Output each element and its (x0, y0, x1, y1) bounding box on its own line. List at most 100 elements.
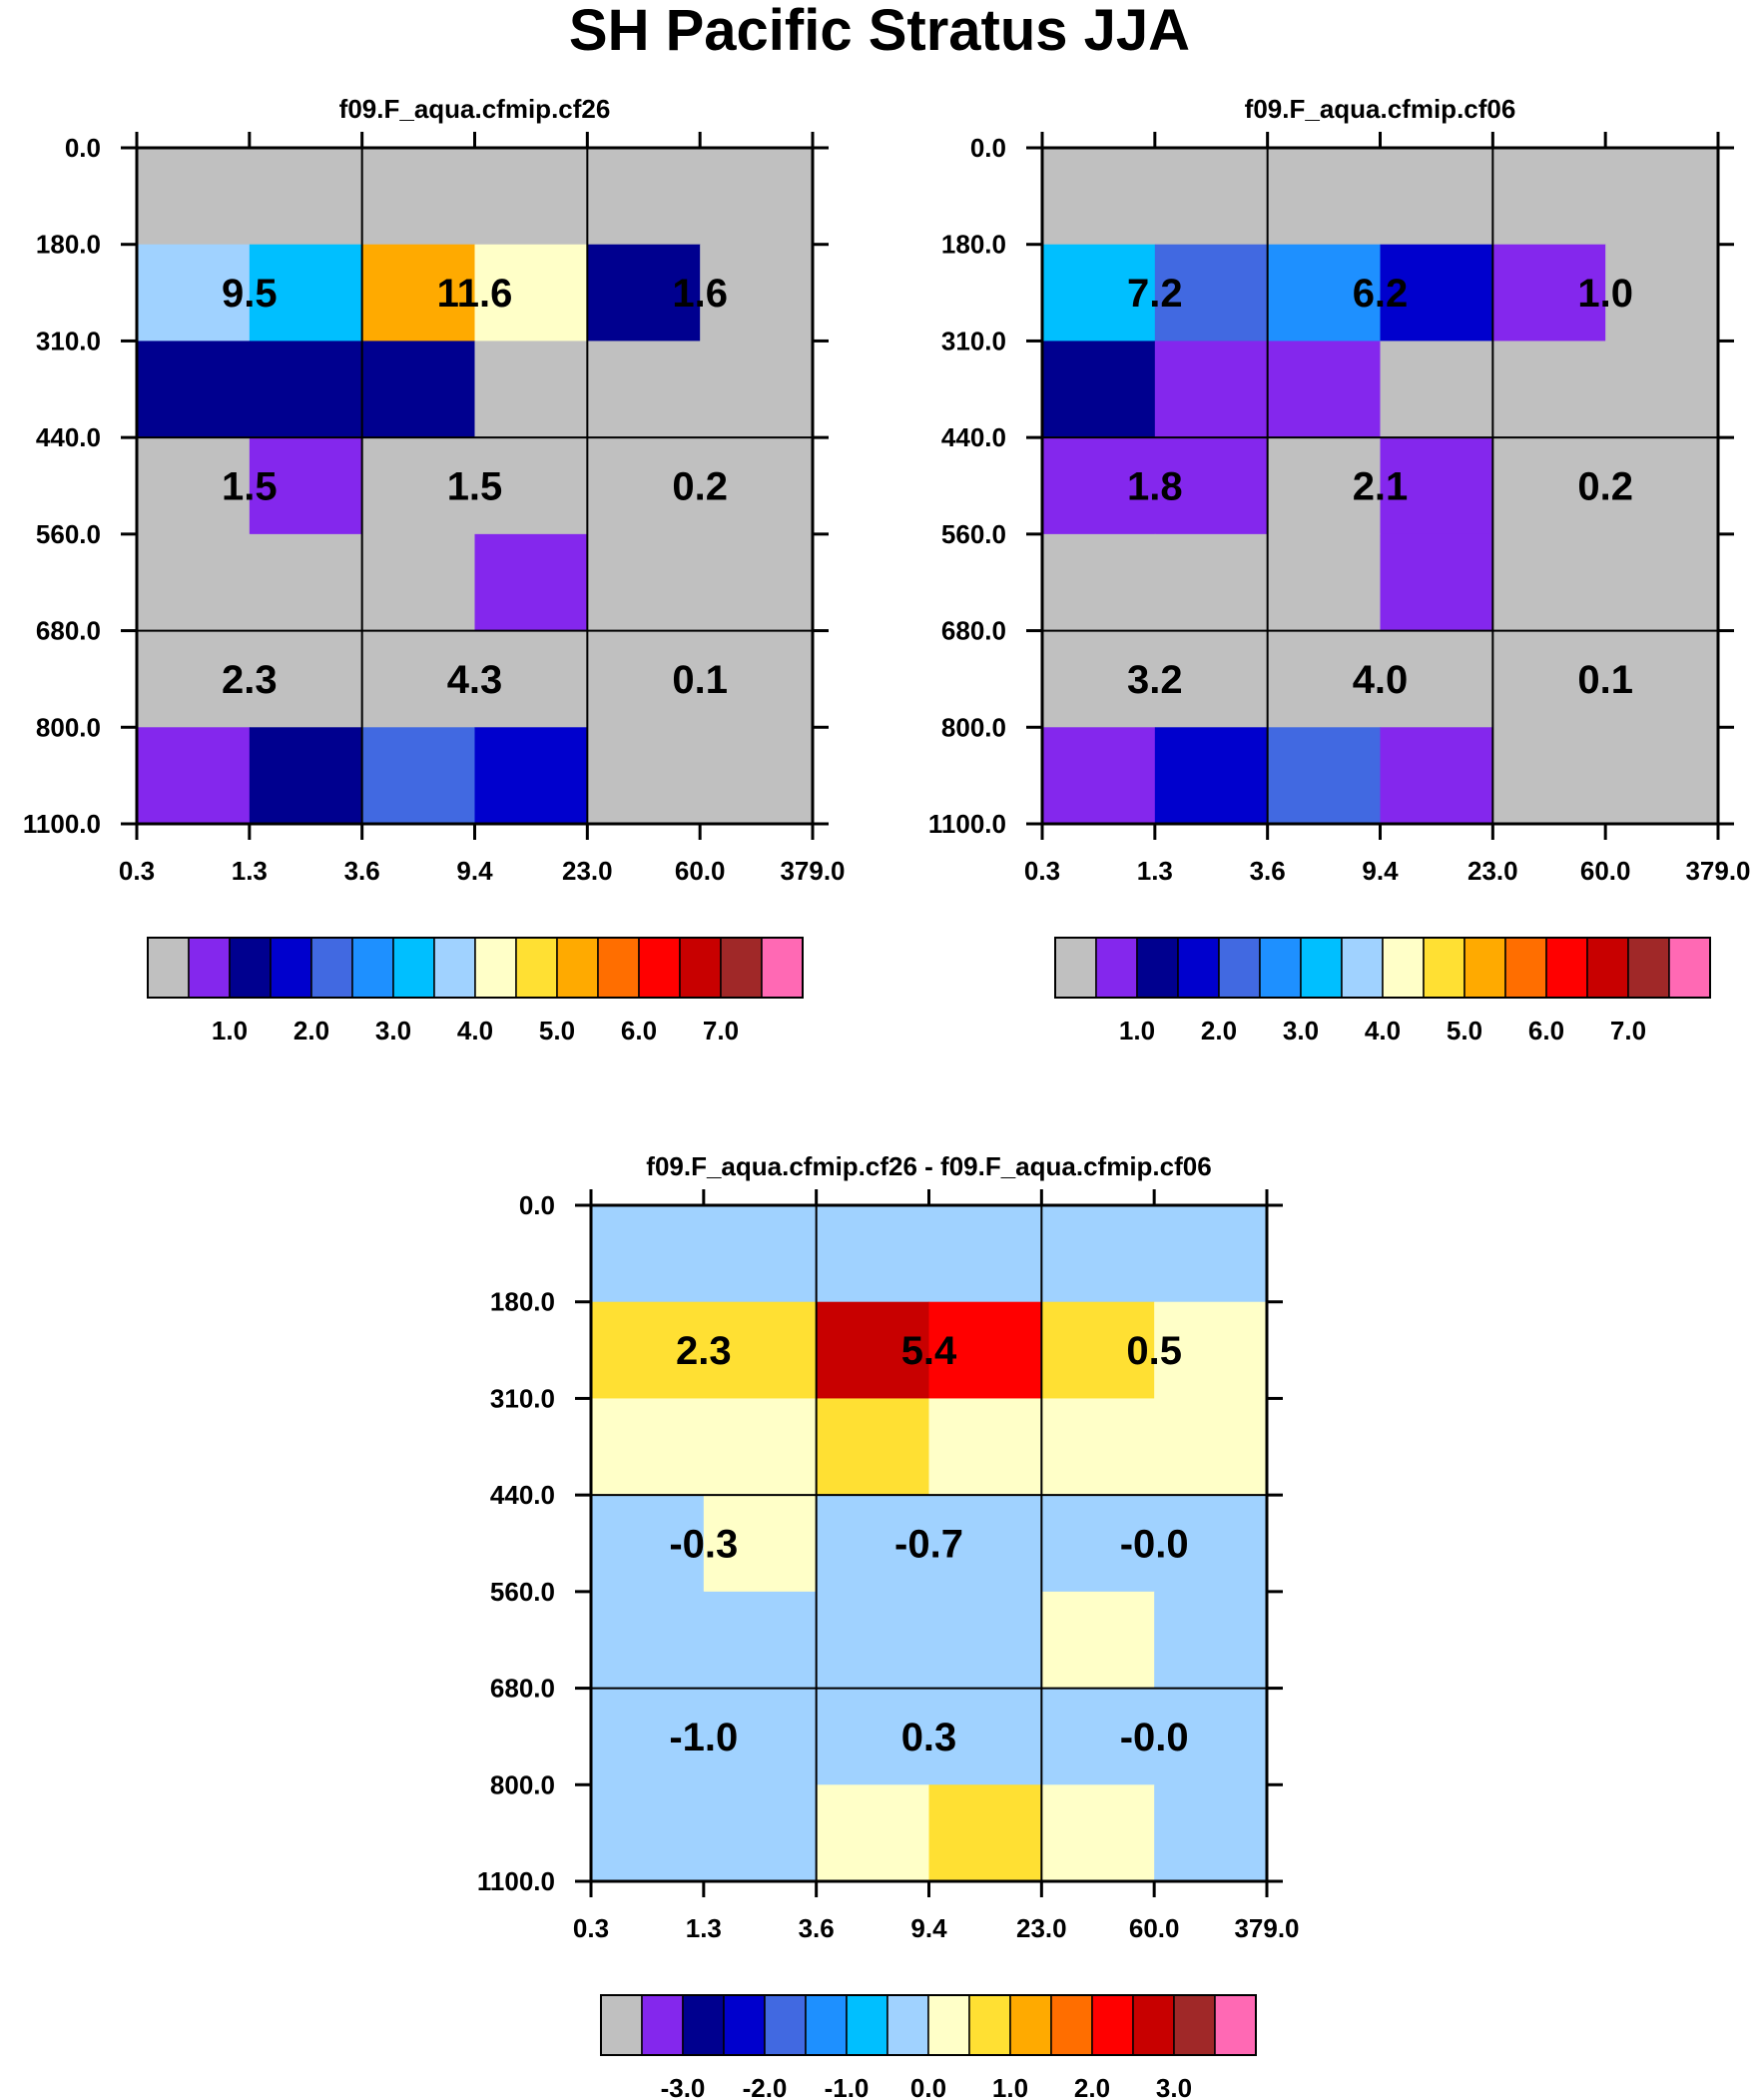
colorbar-swatch (1095, 937, 1138, 999)
heatmap-cell (249, 437, 363, 535)
heatmap-cell (1605, 437, 1719, 535)
panel-title: f09.F_aqua.cfmip.cf26 - f09.F_aqua.cfmip… (646, 1151, 1211, 1181)
heatmap-cell (1492, 244, 1606, 343)
heatmap-cell (1267, 630, 1382, 728)
colorbar-swatch (392, 937, 435, 999)
cell-value-label: 2.3 (676, 1329, 732, 1373)
cell-value-label: 0.5 (1126, 1329, 1182, 1373)
y-tick-label: 800.0 (941, 712, 1006, 742)
heatmap-cell (361, 630, 476, 728)
heatmap-cell (700, 341, 814, 438)
cell-value-label: 3.2 (1127, 658, 1183, 702)
cell-value-label: 1.5 (222, 465, 278, 509)
y-tick-label: 680.0 (36, 616, 101, 646)
heatmap-cell (816, 1784, 930, 1882)
colorbar-label: -2.0 (743, 2073, 788, 2100)
y-tick-label: 0.0 (65, 133, 101, 163)
heatmap-cell (1041, 1301, 1155, 1400)
heatmap-cell (703, 1495, 818, 1593)
y-tick-label: 1100.0 (477, 1866, 555, 1896)
colorbar-swatch (1218, 937, 1261, 999)
heatmap-cell (1380, 630, 1493, 728)
heatmap-cell (587, 148, 701, 246)
heatmap-cell (1267, 148, 1382, 246)
cell-value-label: 11.6 (437, 272, 513, 316)
y-tick-label: 0.0 (519, 1190, 555, 1220)
colorbar-frame (1054, 937, 1711, 999)
heatmap-cell (1267, 727, 1382, 825)
heatmap-cell (249, 341, 363, 438)
heatmap-cell (1492, 148, 1606, 246)
heatmap-cell (1267, 533, 1382, 632)
heatmap-cell (137, 727, 251, 825)
heatmap-cell (816, 1495, 930, 1593)
heatmap-cell (249, 244, 363, 343)
colorbar-swatch (679, 937, 722, 999)
heatmap-cell (703, 1591, 818, 1690)
x-tick-label: 1.3 (1137, 856, 1173, 886)
colorbar-label: 3.0 (1156, 2073, 1192, 2100)
heatmap-cell (1492, 437, 1606, 535)
colorbar-label: 2.0 (293, 1016, 329, 1046)
heatmap-cell (1042, 437, 1156, 535)
heatmap-cell (1154, 148, 1269, 246)
heatmap-cell (591, 1398, 705, 1496)
colorbar-swatch (433, 937, 476, 999)
colorbar-swatch (1091, 1994, 1134, 2056)
heatmap-cell (1605, 727, 1719, 825)
cell-value-label: 5.4 (901, 1329, 957, 1373)
y-tick-label: 440.0 (36, 422, 101, 452)
colorbar-swatch (886, 1994, 929, 2056)
heatmap-cell (928, 1784, 1042, 1882)
x-tick-label: 0.3 (1024, 856, 1060, 886)
colorbar-label: 4.0 (457, 1016, 493, 1046)
heatmap-cell (587, 630, 701, 728)
heatmap-cell (1605, 341, 1719, 438)
heatmap-cell (700, 148, 814, 246)
chart-panel-3: f09.F_aqua.cfmip.cf26 - f09.F_aqua.cfmip… (477, 1151, 1300, 2100)
heatmap-cell (928, 1205, 1042, 1303)
colorbar-swatch (1545, 937, 1588, 999)
heatmap-cell (703, 1398, 818, 1496)
colorbar-label: -3.0 (661, 2073, 706, 2100)
colorbar-swatch (968, 1994, 1011, 2056)
heatmap-cell (1041, 1591, 1155, 1690)
colorbar-swatch (682, 1994, 725, 2056)
y-tick-label: 1100.0 (928, 809, 1006, 839)
x-tick-label: 3.6 (1250, 856, 1286, 886)
x-tick-label: 9.4 (1362, 856, 1399, 886)
heatmap-cell (587, 437, 701, 535)
x-tick-label: 3.6 (344, 856, 380, 886)
colorbar-swatch (556, 937, 599, 999)
colorbar-label: 7.0 (703, 1016, 739, 1046)
heatmap-cell (1605, 244, 1719, 343)
colorbar-swatch (1177, 937, 1220, 999)
heatmap-cell (591, 1495, 705, 1593)
colorbar-swatch (1464, 937, 1506, 999)
y-tick-label: 560.0 (490, 1577, 555, 1607)
heatmap-cell (1042, 727, 1156, 825)
y-tick-label: 680.0 (941, 616, 1006, 646)
heatmap-cell (1154, 244, 1269, 343)
heatmap-cell (1042, 630, 1156, 728)
heatmap-cell (1492, 630, 1606, 728)
heatmap-cell (1492, 727, 1606, 825)
heatmap-cell (928, 1688, 1042, 1785)
cell-value-label: -0.0 (1120, 1523, 1189, 1567)
heatmap-cell (1154, 533, 1269, 632)
x-tick-label: 60.0 (1129, 1913, 1180, 1943)
x-tick-label: 1.3 (232, 856, 268, 886)
colorbar-label: 2.0 (1074, 2073, 1110, 2100)
colorbar-swatch (846, 1994, 888, 2056)
heatmap-cell (1154, 437, 1269, 535)
y-tick-label: 440.0 (490, 1480, 555, 1510)
cell-value-label: 0.1 (1577, 658, 1633, 702)
heatmap-cell (591, 1591, 705, 1690)
y-tick-label: 800.0 (36, 712, 101, 742)
heatmap-cell (703, 1688, 818, 1785)
cell-value-label: 0.2 (672, 465, 728, 509)
colorbar-label: 0.0 (910, 2073, 946, 2100)
heatmap-cell (1605, 148, 1719, 246)
cell-value-label: 0.2 (1577, 465, 1633, 509)
cell-value-label: 1.0 (1577, 272, 1633, 316)
